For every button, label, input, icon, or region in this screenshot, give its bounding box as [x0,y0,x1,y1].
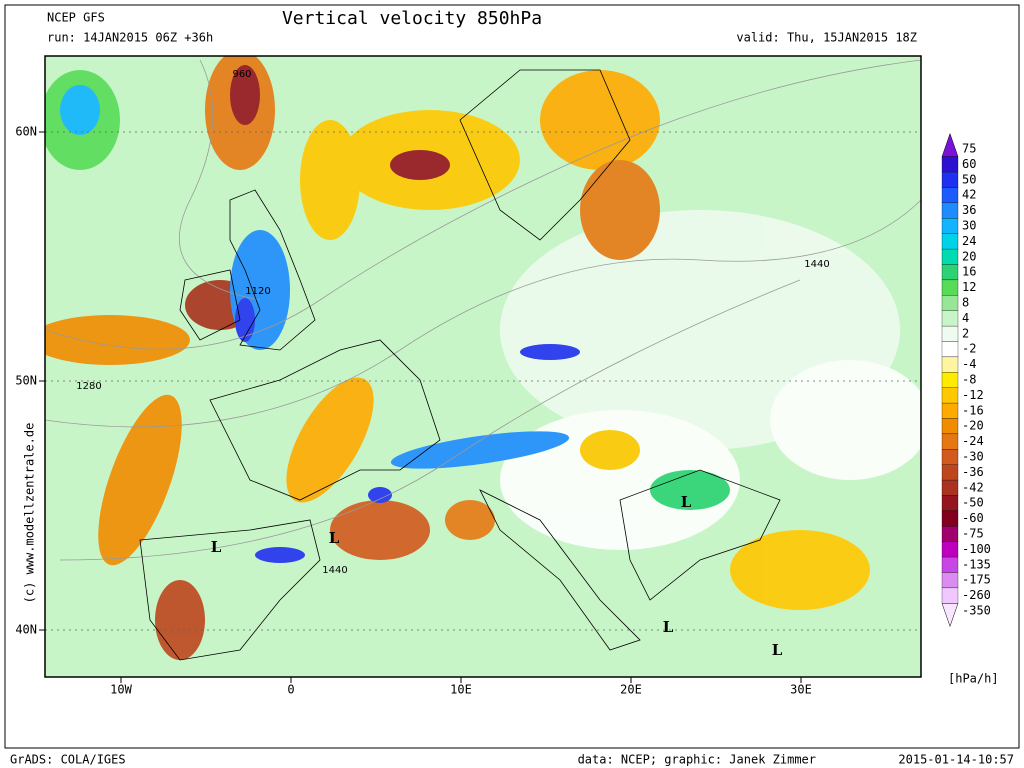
colorbar-label: 16 [962,265,976,279]
colorbar-swatch [941,541,959,558]
colorbar-label: -30 [962,450,984,464]
colorbar-swatch [941,310,959,327]
colorbar-swatch [941,572,959,589]
colorbar-swatch [941,295,959,311]
colorbar-swatch [941,479,959,496]
colorbar-label: -12 [962,388,984,402]
colorbar-label: -260 [962,588,991,602]
colorbar-label: -24 [962,434,984,448]
colorbar-swatch [941,218,959,234]
colorbar-label: -60 [962,511,984,525]
colorbar-swatch [941,156,959,173]
colorbar-label: 8 [962,296,969,310]
footer-credit: data: NCEP; graphic: Janek Zimmer [578,753,816,767]
colorbar-label: -100 [962,542,991,556]
colorbar-label: 2 [962,326,969,340]
contour-label: 960 [232,69,251,80]
colorbar-label: 20 [962,249,976,263]
contour-label: 1120 [245,286,270,297]
colorbar-swatch [941,325,959,342]
contour-label: 1280 [76,381,101,392]
lon-tick-label: 10W [110,683,132,697]
colorbar-label: -42 [962,480,984,494]
colorbar-label: -2 [962,342,976,356]
colorbar-swatch [941,372,959,388]
colorbar-swatch [941,341,959,358]
colorbar-swatch [941,526,959,542]
colorbar-swatch [941,171,959,188]
colorbar-label: 30 [962,219,976,233]
footer-software: GrADS: COLA/IGES [10,753,126,767]
colorbar-label: -75 [962,527,984,541]
low-pressure-marker: L [772,641,783,659]
colorbar-label: 12 [962,280,976,294]
map-title: Vertical velocity 850hPa [282,8,542,29]
colorbar-swatch [941,464,959,481]
colorbar-swatch [941,387,959,404]
colorbar-swatch [941,495,959,512]
colorbar-label: -175 [962,573,991,587]
colorbar-swatch [941,356,959,373]
lat-tick-label: 60N [15,125,37,139]
lon-tick-label: 0 [287,683,294,697]
colorbar-arrow [941,603,959,628]
colorbar-swatch [941,587,959,604]
colorbar-swatch [941,449,959,465]
colorbar-label: 60 [962,157,976,171]
colorbar-label: -20 [962,419,984,433]
colorbar-label: 4 [962,311,969,325]
colorbar-label: -135 [962,557,991,571]
colorbar-label: 50 [962,172,976,186]
colorbar-swatch [941,248,959,265]
low-pressure-marker: L [211,538,222,556]
field [45,56,921,677]
lat-tick-label: 50N [15,374,37,388]
colorbar-swatch [941,510,959,527]
lon-tick-label: 20E [620,683,642,697]
valid-time: valid: Thu, 15JAN2015 18Z [736,31,917,45]
colorbar-swatch [941,264,959,281]
contour-label: 1440 [322,565,347,576]
colorbar-unit: [hPa/h] [948,672,999,686]
colorbar-label: -8 [962,373,976,387]
colorbar-swatch [941,418,959,435]
lon-tick-label: 10E [450,683,472,697]
colorbar-swatch [941,202,959,219]
colorbar-swatch [941,433,959,450]
footer-timestamp: 2015-01-14-10:57 [898,753,1014,767]
map-border [44,55,922,678]
colorbar-swatch [941,556,959,573]
colorbar-swatch [941,233,959,250]
colorbar-swatch [941,279,959,296]
colorbar-label: -50 [962,496,984,510]
colorbar-label: -36 [962,465,984,479]
copyright: (c) www.modellzentrale.de [23,423,37,604]
run-time: run: 14JAN2015 06Z +36h [47,31,213,45]
lat-tick-label: 40N [15,623,37,637]
contour-label: 1440 [804,259,829,270]
lon-tick-label: 30E [790,683,812,697]
colorbar-label: 24 [962,234,976,248]
colorbar-label: -350 [962,604,991,618]
low-pressure-marker: L [329,529,340,547]
colorbar-label: 36 [962,203,976,217]
colorbar-label: -16 [962,403,984,417]
colorbar-label: 42 [962,188,976,202]
low-pressure-marker: L [663,618,674,636]
colorbar-swatch [941,402,959,419]
model-name: NCEP GFS [47,11,105,25]
colorbar-label: -4 [962,357,976,371]
colorbar-label: 75 [962,142,976,156]
colorbar-swatch [941,187,959,204]
low-pressure-marker: L [681,493,692,511]
